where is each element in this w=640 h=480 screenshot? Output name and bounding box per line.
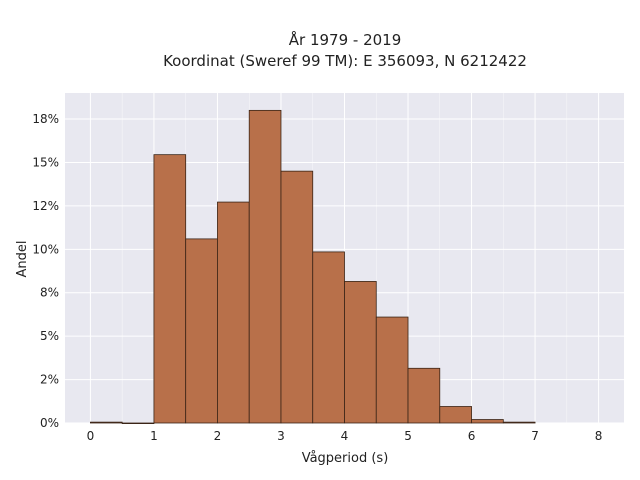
- histogram-bar: [407, 367, 441, 424]
- histogram-bar: [217, 201, 250, 424]
- y-tick-label: 5%: [40, 329, 59, 343]
- histogram-bar: [439, 406, 472, 424]
- histogram-bar: [121, 422, 155, 425]
- x-tick-label: 8: [595, 429, 603, 443]
- x-tick-label: 0: [87, 429, 95, 443]
- histogram-bar: [248, 109, 282, 424]
- x-tick-label: 2: [214, 429, 222, 443]
- y-tick-label: 15%: [32, 155, 59, 169]
- x-tick-label: 4: [341, 429, 349, 443]
- y-tick-label: 0%: [40, 416, 59, 430]
- histogram-bar: [312, 251, 345, 424]
- histogram-bar: [375, 316, 409, 424]
- x-tick-label: 1: [150, 429, 158, 443]
- x-tick-label: 5: [404, 429, 412, 443]
- histogram-bar: [502, 421, 536, 424]
- histogram-bar: [471, 419, 504, 424]
- x-axis-ticks: 0 1 2 3 4 5 6 7 8: [87, 429, 603, 443]
- y-tick-label: 12%: [32, 199, 59, 213]
- y-tick-label: 8%: [40, 286, 59, 300]
- y-tick-label: 2%: [40, 373, 59, 387]
- x-tick-label: 3: [277, 429, 285, 443]
- chart-title-line1: År 1979 - 2019: [289, 30, 402, 49]
- histogram-bar: [280, 170, 314, 424]
- x-tick-label: 6: [468, 429, 476, 443]
- y-axis-label: Andel: [15, 241, 30, 278]
- x-tick-label: 7: [531, 429, 539, 443]
- histogram-bar: [344, 281, 377, 424]
- y-tick-label: 10%: [32, 242, 59, 256]
- chart-title-line2: Koordinat (Sweref 99 TM): E 356093, N 62…: [163, 52, 527, 70]
- x-axis-label: Vågperiod (s): [302, 451, 389, 466]
- histogram-bar: [153, 154, 187, 424]
- y-tick-label: 18%: [32, 112, 59, 126]
- histogram-bar: [90, 421, 123, 424]
- bars: [90, 109, 536, 425]
- histogram-bar: [185, 238, 218, 424]
- y-axis-ticks: 0% 2% 5% 8% 10% 12% 15% 18%: [32, 112, 59, 430]
